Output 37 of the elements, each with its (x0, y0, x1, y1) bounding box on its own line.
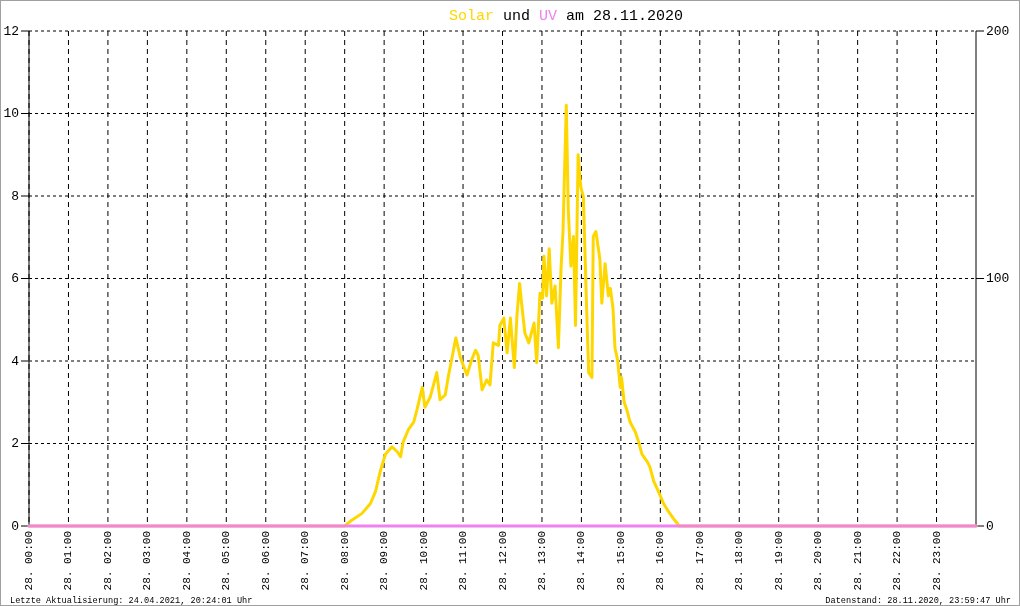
y-tick-label: 10 (3, 106, 19, 121)
y-tick-label: 2 (11, 436, 19, 451)
x-tick-label: 28. 21:00 (851, 531, 864, 591)
x-tick-label: 28. 08:00 (338, 531, 351, 591)
x-tick-label: 28. 11:00 (457, 531, 470, 591)
x-tick-label: 28. 17:00 (693, 531, 706, 591)
x-tick-label: 28. 19:00 (772, 531, 785, 591)
x-tick-label: 28. 07:00 (299, 531, 312, 591)
text: Datenstand: 28.11.2020, 23:59:47 Uhr (825, 596, 1011, 606)
x-tick-label: 28. 05:00 (220, 531, 233, 591)
x-tick-label: 28. 18:00 (733, 531, 746, 591)
y-tick-label: 4 (11, 353, 20, 369)
x-tick-label: 28. 13:00 (535, 531, 548, 591)
y2-tick-label: 100 (986, 271, 1010, 286)
y-tick-label: 12 (3, 23, 19, 39)
x-tick-label: 28. 00:00 (23, 531, 35, 591)
x-tick-label: 28. 02:00 (101, 531, 114, 591)
chart-title: Solar und UV am 28.11.2020 (448, 7, 684, 25)
x-tick-label: 28. 20:00 (812, 531, 825, 591)
x-tick-label: 28. 01:00 (62, 531, 75, 591)
text: Letzte Aktualisierung: 24.04.2021, 20:24:01 Uhr (10, 596, 253, 606)
x-tick-label: 28. 10:00 (417, 531, 430, 591)
y-tick-label: 6 (11, 271, 19, 286)
x-tick-label: 28. 16:00 (654, 531, 667, 591)
y2-tick-label: 0 (986, 518, 994, 534)
x-tick-label: 28. 15:00 (614, 531, 627, 591)
x-tick-label: 28. 04:00 (180, 531, 193, 591)
x-tick-label: 28. 03:00 (141, 531, 154, 591)
x-tick-label: 28. 23:00 (930, 531, 943, 591)
x-tick-label: 28. 12:00 (496, 531, 509, 591)
y2-tick-label: 200 (986, 23, 1010, 39)
x-tick-label: 28. 09:00 (378, 531, 391, 591)
y-tick-label: 8 (11, 188, 19, 204)
x-tick-label: 28. 14:00 (575, 531, 588, 591)
y-tick-label: 0 (11, 518, 19, 534)
x-tick-label: 28. 06:00 (259, 531, 272, 591)
x-tick-label: 28. 22:00 (891, 531, 904, 591)
